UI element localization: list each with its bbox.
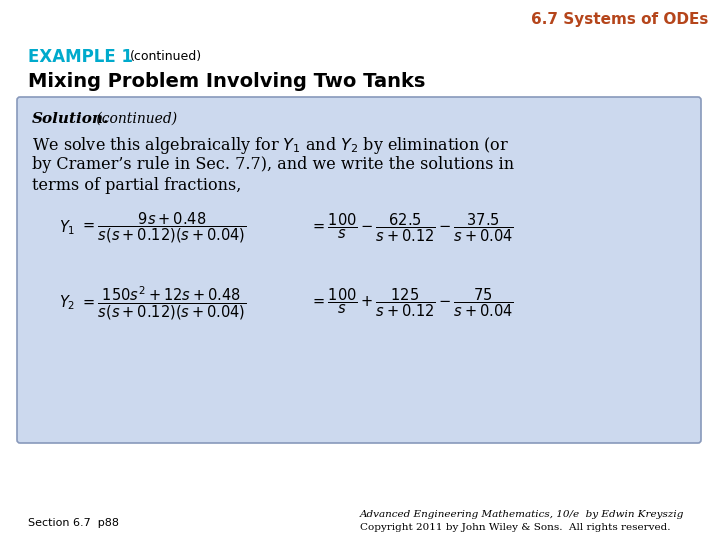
Text: We solve this algebraically for $Y_1$ and $Y_2$ by elimination (or: We solve this algebraically for $Y_1$ an… (32, 135, 509, 156)
Text: $= \dfrac{150s^2+12s+0.48}{s(s+0.12)(s+0.04)}$: $= \dfrac{150s^2+12s+0.48}{s(s+0.12)(s+0… (80, 285, 247, 322)
Text: $= \dfrac{9s+0.48}{s(s+0.12)(s+0.04)}$: $= \dfrac{9s+0.48}{s(s+0.12)(s+0.04)}$ (80, 211, 247, 245)
Text: $= \dfrac{100}{s} + \dfrac{125}{s+0.12} - \dfrac{75}{s+0.04}$: $= \dfrac{100}{s} + \dfrac{125}{s+0.12} … (310, 287, 513, 319)
Text: Mixing Problem Involving Two Tanks: Mixing Problem Involving Two Tanks (28, 72, 426, 91)
Text: $Y_2$: $Y_2$ (58, 294, 75, 312)
Text: 6.7 Systems of ODEs: 6.7 Systems of ODEs (531, 12, 708, 27)
Text: EXAMPLE 1: EXAMPLE 1 (28, 48, 133, 66)
Text: by Cramer’s rule in Sec. 7.7), and we write the solutions in: by Cramer’s rule in Sec. 7.7), and we wr… (32, 156, 514, 173)
Text: (continued): (continued) (92, 112, 177, 126)
Text: terms of partial fractions,: terms of partial fractions, (32, 177, 241, 194)
Text: Advanced Engineering Mathematics, 10/e  by Edwin Kreyszig: Advanced Engineering Mathematics, 10/e b… (360, 510, 685, 519)
Text: $Y_1$: $Y_1$ (58, 219, 75, 238)
Text: Section 6.7  p88: Section 6.7 p88 (28, 518, 119, 528)
Text: Copyright 2011 by John Wiley & Sons.  All rights reserved.: Copyright 2011 by John Wiley & Sons. All… (360, 523, 670, 532)
Text: Solution.: Solution. (32, 112, 109, 126)
Text: $= \dfrac{100}{s} - \dfrac{62.5}{s+0.12} - \dfrac{37.5}{s+0.04}$: $= \dfrac{100}{s} - \dfrac{62.5}{s+0.12}… (310, 212, 513, 244)
Text: (continued): (continued) (130, 50, 202, 63)
FancyBboxPatch shape (17, 97, 701, 443)
